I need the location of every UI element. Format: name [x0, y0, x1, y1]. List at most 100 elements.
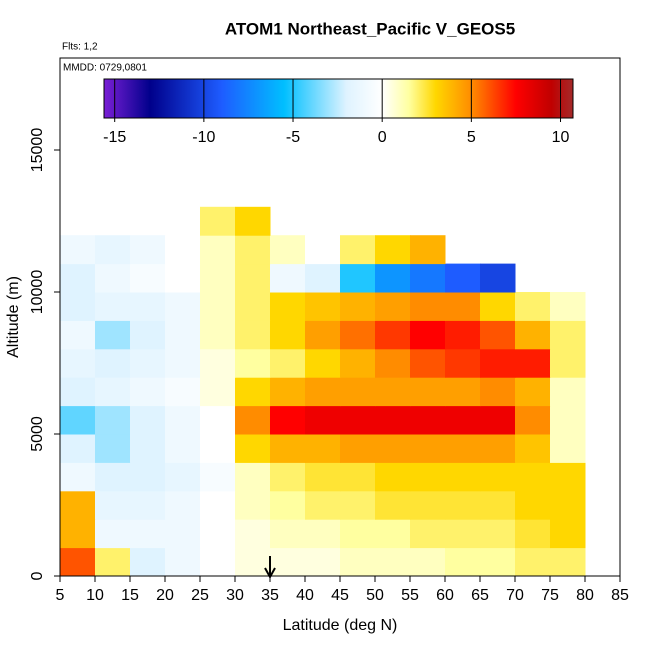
heat-cell [95, 348, 131, 378]
heat-cell [550, 405, 586, 435]
x-tick-label: 5 [56, 587, 65, 604]
heat-cell [375, 348, 411, 378]
heat-cell [480, 434, 516, 463]
heat-cell [200, 206, 236, 236]
heat-cell [305, 377, 341, 407]
heat-cell [165, 462, 201, 492]
heat-cell [550, 547, 586, 577]
heat-cell [130, 235, 166, 265]
heat-cell [550, 434, 586, 463]
heat-cell [445, 434, 481, 463]
heat-cell [480, 292, 516, 321]
heat-cell [165, 263, 201, 293]
x-tick-label: 30 [226, 587, 244, 604]
heat-cell [515, 377, 551, 407]
heat-cell [305, 235, 341, 265]
heat-cell [130, 434, 166, 463]
heat-cell [305, 320, 341, 350]
heat-cell [165, 292, 201, 321]
arrow-head [264, 567, 276, 580]
heat-cell [515, 434, 551, 463]
heat-cell [270, 348, 306, 378]
heat-cell [200, 405, 236, 435]
heat-cell [480, 547, 516, 577]
heat-cell [445, 292, 481, 321]
heat-cell [95, 405, 131, 435]
heat-cell [95, 519, 131, 549]
heat-cell [235, 462, 271, 492]
heat-cell [550, 348, 586, 378]
heat-cell [550, 320, 586, 350]
heat-cell [95, 320, 131, 350]
heat-cell [200, 434, 236, 463]
heat-cell [515, 490, 551, 520]
y-axis-label: Altitude (m) [5, 276, 22, 358]
heat-cell [340, 320, 376, 350]
heat-cell [410, 320, 446, 350]
heat-cell [130, 462, 166, 492]
heat-cell [235, 320, 271, 350]
heat-cell [305, 490, 341, 520]
heat-cell [340, 519, 376, 549]
heat-cell [515, 320, 551, 350]
heat-cell [445, 547, 481, 577]
heat-cell [270, 519, 306, 549]
heat-cell [130, 263, 166, 293]
heat-cell [95, 377, 131, 407]
heat-cell [480, 405, 516, 435]
colorbar-tick-label: 10 [552, 129, 570, 146]
heat-cell [340, 263, 376, 293]
heat-cell [410, 263, 446, 293]
heat-cell [60, 320, 96, 350]
heat-cell [165, 519, 201, 549]
heat-cell [410, 292, 446, 321]
heat-cell [130, 547, 166, 577]
heat-cell [480, 519, 516, 549]
heat-cell [235, 405, 271, 435]
heat-cell [410, 519, 446, 549]
heat-cell [130, 519, 166, 549]
heat-cell [130, 348, 166, 378]
heat-cell [95, 462, 131, 492]
colorbar-tick-label: -15 [103, 129, 126, 146]
heat-cell [200, 519, 236, 549]
heat-cell [200, 235, 236, 265]
heat-cell [305, 292, 341, 321]
heat-cell [445, 405, 481, 435]
y-tick-label: 5000 [29, 416, 46, 452]
x-tick-label: 35 [261, 587, 279, 604]
heat-cell [270, 235, 306, 265]
x-tick-label: 65 [471, 587, 489, 604]
heat-cell [340, 547, 376, 577]
heat-cell [130, 320, 166, 350]
heat-cell [270, 320, 306, 350]
heat-cell [60, 292, 96, 321]
heat-cell [235, 490, 271, 520]
heat-cell [375, 434, 411, 463]
heat-cell [550, 519, 586, 549]
heat-cell [375, 377, 411, 407]
x-tick-label: 75 [541, 587, 559, 604]
heat-cell [305, 348, 341, 378]
heat-cell [305, 434, 341, 463]
heat-cell [60, 263, 96, 293]
x-tick-label: 50 [366, 587, 384, 604]
heat-cell [375, 519, 411, 549]
heat-cell [340, 490, 376, 520]
heat-cell [550, 377, 586, 407]
heat-cell [60, 547, 96, 577]
heat-cell [130, 377, 166, 407]
x-tick-label: 40 [296, 587, 314, 604]
heat-cell [165, 320, 201, 350]
heat-cell [515, 547, 551, 577]
heat-cell [200, 490, 236, 520]
heat-cell [340, 405, 376, 435]
heat-cell [445, 519, 481, 549]
annotation: MMDD: 0729,0801 [63, 63, 147, 74]
y-tick-label: 15000 [29, 128, 46, 173]
heat-cell [305, 263, 341, 293]
heat-cell [165, 547, 201, 577]
heat-cell [200, 377, 236, 407]
heat-cell [515, 405, 551, 435]
heat-cell [235, 292, 271, 321]
